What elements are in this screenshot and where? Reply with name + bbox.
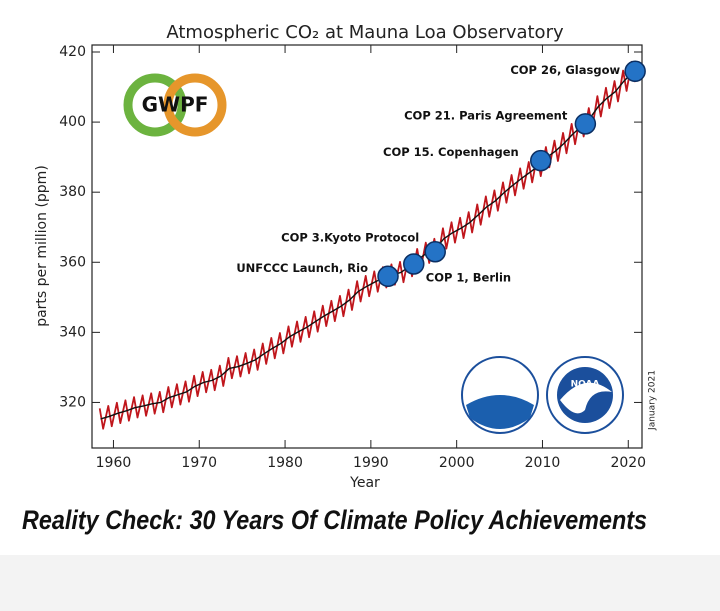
x-tick-label: 2010 (525, 455, 561, 471)
x-axis-label: Year (349, 475, 380, 491)
noaa-logos: NOAA (461, 356, 624, 434)
y-tick-label: 380 (59, 184, 86, 200)
x-tick-label: 1990 (353, 455, 389, 471)
x-tick-label: 2000 (439, 455, 475, 471)
gwpf-logo: GWPF (123, 73, 227, 137)
y-tick-label: 340 (59, 324, 86, 340)
date-note: January 2021 (648, 370, 658, 431)
plot: 320 340 360 380 400 420 1960 1970 1980 1990 2000 20… (59, 44, 646, 471)
logo-wave (466, 395, 534, 429)
annotation-label: COP 26, Glasgow (510, 63, 620, 77)
x-tick-label: 1960 (96, 455, 132, 471)
annotation-marker (403, 253, 425, 275)
x-tick-label: 1970 (181, 455, 217, 471)
annotation-marker (424, 241, 446, 263)
annotation-marker (530, 149, 552, 172)
annotation-marker (624, 60, 646, 83)
annotation-label: COP 3.Kyoto Protocol (281, 230, 419, 244)
chart-title: Atmospheric CO₂ at Mauna Loa Observatory (166, 22, 564, 43)
logo-ring (123, 73, 187, 137)
y-tick-label: 320 (59, 394, 86, 410)
y-axis-label: parts per million (ppm) (34, 165, 50, 327)
annotation-marker (574, 113, 597, 135)
annotation-label: COP 21. Paris Agreement (404, 108, 568, 122)
annotation-label: UNFCCC Launch, Rio (236, 261, 368, 275)
annotation-label: COP 15. Copenhagen (383, 145, 519, 159)
y-tick-label: 400 (59, 114, 86, 130)
x-tick-label: 2020 (610, 455, 646, 471)
logo-bird (560, 382, 612, 414)
logo-ring (163, 73, 227, 137)
y-tick-label: 360 (59, 254, 86, 270)
annotation-label: COP 1, Berlin (426, 271, 511, 285)
x-tick-label: 1980 (267, 455, 303, 471)
annotation-marker (377, 265, 399, 288)
logo-text: NOAA (571, 380, 600, 390)
footer-band (0, 555, 720, 611)
caption: Reality Check: 30 Years Of Climate Polic… (22, 505, 647, 535)
plot-frame (91, 44, 643, 449)
y-tick-label: 420 (59, 44, 86, 60)
logo-text: GWPF (142, 93, 209, 117)
